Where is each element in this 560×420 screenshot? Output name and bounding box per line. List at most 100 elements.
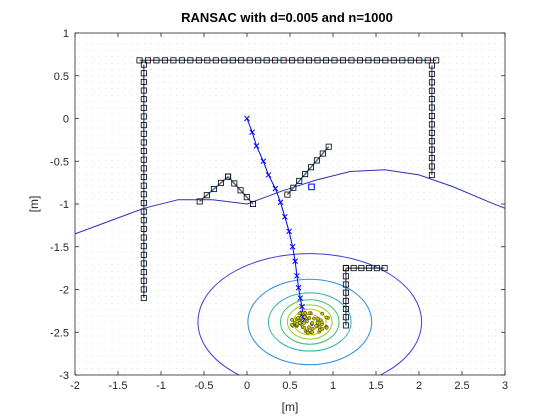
segment-7-square: [373, 265, 380, 272]
segment-3-square: [428, 146, 435, 153]
segment-1-square: [229, 57, 236, 64]
estimate-cluster: [289, 311, 330, 335]
y-axis: 1 0.5 0 -0.5 -1 -1.5 -2 -2.5 -3: [50, 28, 505, 382]
segment-1-square: [399, 57, 406, 64]
x-axis: -2 -1.5 -1 -0.5 0 0.5 1 1.5 2 2.5 3: [70, 33, 508, 392]
segment-3-square: [428, 138, 435, 145]
segment-2-square: [140, 113, 147, 120]
y-tick-label: -2: [59, 285, 69, 297]
y-tick-label: -3: [59, 370, 69, 382]
segment-2-square: [140, 182, 147, 189]
segment-2-square: [140, 269, 147, 276]
segment-2-square: [140, 251, 147, 258]
trajectory-line: [246, 118, 306, 320]
segment-2-square: [140, 243, 147, 250]
segment-2-square: [140, 208, 147, 215]
segment-2-square: [140, 122, 147, 129]
segment-3-square: [428, 155, 435, 162]
y-tick-label: -1: [59, 199, 69, 211]
estimate-point: [315, 320, 320, 325]
segment-2-square: [140, 295, 147, 302]
segment-1-square: [365, 57, 372, 64]
segment-5-square: [225, 173, 232, 180]
x-tick-label: 1.5: [368, 380, 383, 392]
segment-1-square: [382, 57, 389, 64]
segment-2-square: [140, 234, 147, 241]
segment-points: [136, 57, 440, 329]
segment-1-square: [356, 57, 363, 64]
segment-8-square: [342, 265, 349, 272]
trajectory-marker: [249, 129, 256, 136]
outlier-square: [308, 183, 315, 191]
segment-8-square: [342, 289, 349, 296]
segment-3-square: [428, 70, 435, 77]
estimate-point: [298, 321, 303, 325]
x-tick-label: 2: [416, 380, 422, 392]
segment-3-square: [428, 79, 435, 86]
segment-5-square: [237, 187, 244, 194]
contour-level-2: [247, 278, 373, 366]
segment-1-square: [314, 57, 321, 64]
segment-8-square: [342, 281, 349, 288]
segment-2-square: [140, 191, 147, 198]
segment-2-square: [140, 70, 147, 77]
y-tick-label: -0.5: [50, 156, 69, 168]
segment-2-square: [140, 78, 147, 85]
plot-area: [75, 33, 505, 375]
trajectory-marker: [277, 199, 284, 206]
segment-2-square: [140, 139, 147, 146]
trajectory-marker: [295, 284, 302, 291]
y-tick-label: 0.5: [54, 71, 69, 83]
segment-1-square: [144, 57, 151, 64]
segment-8-square: [342, 306, 349, 313]
segment-1-square: [195, 57, 202, 64]
fitted-segment-6: [286, 146, 330, 196]
trajectory-marker: [272, 185, 279, 192]
segment-3-square: [428, 96, 435, 103]
segment-6-square: [308, 164, 315, 171]
estimate-point: [310, 320, 315, 325]
x-tick-label: -0.5: [195, 380, 214, 392]
estimate-point: [302, 314, 307, 319]
segment-4-square: [196, 198, 203, 205]
segment-3-square: [428, 62, 435, 69]
estimate-point: [320, 311, 325, 316]
segment-3-square: [428, 163, 435, 170]
y-tick-label: 1: [63, 28, 69, 40]
segment-7-square: [381, 265, 388, 272]
estimate-point: [312, 316, 316, 321]
segment-5-square: [250, 200, 257, 207]
segment-1-square: [407, 57, 414, 64]
background-dot-field: [79, 36, 503, 369]
segment-2-square: [140, 260, 147, 267]
estimate-point: [307, 316, 312, 320]
estimate-point: [295, 322, 300, 327]
x-axis-label: [m]: [282, 400, 299, 414]
estimate-point: [307, 325, 311, 330]
trajectory-marker: [265, 172, 272, 178]
contour-level-1: [197, 253, 423, 375]
segment-1-square: [297, 57, 304, 64]
segment-1-square: [390, 57, 397, 64]
trajectory-marker: [299, 303, 305, 310]
segment-6-square: [325, 143, 332, 150]
trajectory-marker: [294, 272, 300, 279]
segment-3-square: [428, 129, 435, 136]
segment-2-square: [140, 286, 147, 293]
segment-1-square: [255, 57, 262, 64]
estimate-point: [296, 316, 300, 320]
segment-2-square: [140, 225, 147, 232]
segment-8-square: [342, 322, 349, 329]
estimate-point: [307, 311, 312, 316]
trajectory-marker: [244, 115, 250, 122]
y-axis-label: [m]: [27, 196, 41, 213]
segment-1-square: [289, 57, 296, 64]
segment-2-square: [140, 174, 147, 181]
segment-6-square: [284, 191, 291, 198]
estimate-point: [302, 321, 306, 325]
segment-3-square: [428, 104, 435, 111]
background-grid-dots: [79, 36, 503, 369]
x-tick-label: 3: [502, 380, 508, 392]
segment-2-square: [140, 165, 147, 172]
trajectory-marker: [289, 243, 296, 250]
